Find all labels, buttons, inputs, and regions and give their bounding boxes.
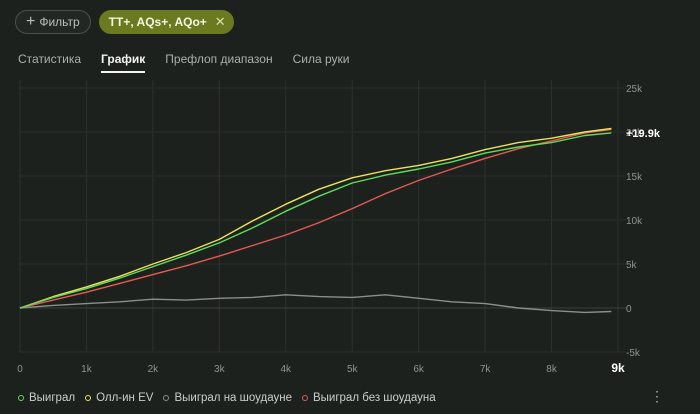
- x-tick-label: 4k: [280, 364, 292, 375]
- end-value-label: +19.9k: [626, 128, 661, 140]
- x-tick-label: 7k: [480, 364, 492, 375]
- plus-icon: +: [26, 13, 36, 30]
- x-tick-label: 6k: [413, 364, 425, 375]
- y-tick-label: 10k: [626, 216, 643, 227]
- series-line-0: [19, 132, 612, 309]
- add-filter-button[interactable]: + Фильтр: [15, 10, 91, 34]
- chart-legend: Выиграл Олл-ин EV Выиграл на шоудауне Вы…: [18, 392, 436, 404]
- tab-hand-strength[interactable]: Сила руки: [292, 52, 350, 66]
- x-tick-label: 5k: [347, 364, 359, 375]
- close-icon[interactable]: ✕: [214, 14, 226, 29]
- legend-dot-allin-ev: [85, 395, 92, 401]
- tab-statistics[interactable]: Статистика: [18, 52, 82, 66]
- legend-label-showdown: Выиграл на шоудауне: [174, 392, 292, 404]
- legend-item-allin-ev[interactable]: Олл-ин EV: [85, 392, 153, 404]
- y-tick-label: -5k: [626, 348, 641, 359]
- legend-item-won[interactable]: Выиграл: [18, 392, 75, 404]
- add-filter-label: Фильтр: [39, 15, 80, 29]
- tab-graph[interactable]: График: [101, 52, 146, 73]
- filter-bar: + Фильтр TT+, AQs+, AQo+ ✕: [15, 10, 234, 36]
- legend-label-allin-ev: Олл-ин EV: [96, 392, 154, 404]
- x-tick-label: 3k: [214, 364, 226, 375]
- x-tick-label: 0: [17, 364, 23, 375]
- winnings-chart: 0 1k 2k 3k 4k 5k 6k 7k 8k 9k 25k 20k 15k 10k 5k 0 -5k +19…: [17, 80, 661, 375]
- legend-item-non-showdown[interactable]: Выиграл без шоудауна: [301, 392, 436, 404]
- active-filter-label: TT+, AQs+, AQo+: [108, 15, 207, 29]
- active-filter-chip[interactable]: TT+, AQs+, AQo+ ✕: [98, 10, 234, 34]
- y-tick-label: 5k: [626, 260, 638, 271]
- x-tick-label: 9k: [611, 361, 625, 375]
- series-line-1: [19, 127, 612, 309]
- legend-dot-showdown: [163, 395, 170, 401]
- x-tick-label: 2k: [148, 364, 160, 375]
- y-tick-label: 0: [626, 304, 632, 315]
- legend-dot-non-showdown: [301, 395, 308, 401]
- legend-label-won: Выиграл: [29, 392, 76, 404]
- legend-dot-won: [18, 395, 24, 401]
- y-tick-label: 25k: [626, 84, 643, 95]
- series-line-3: [19, 128, 612, 309]
- more-options-icon[interactable]: ⋮: [650, 388, 664, 404]
- x-tick-label: 1k: [81, 364, 93, 375]
- tab-bar: Статистика График Префлоп диапазон Сила …: [18, 52, 349, 73]
- tab-preflop-range[interactable]: Префлоп диапазон: [165, 52, 273, 66]
- y-tick-label: 15k: [626, 172, 643, 183]
- legend-item-showdown[interactable]: Выиграл на шоудауне: [163, 392, 292, 404]
- legend-label-non-showdown: Выиграл без шоудауна: [312, 392, 436, 404]
- x-tick-label: 8k: [546, 364, 558, 375]
- y-tick-label: 20k: [626, 128, 643, 139]
- series-line-2: [19, 294, 612, 314]
